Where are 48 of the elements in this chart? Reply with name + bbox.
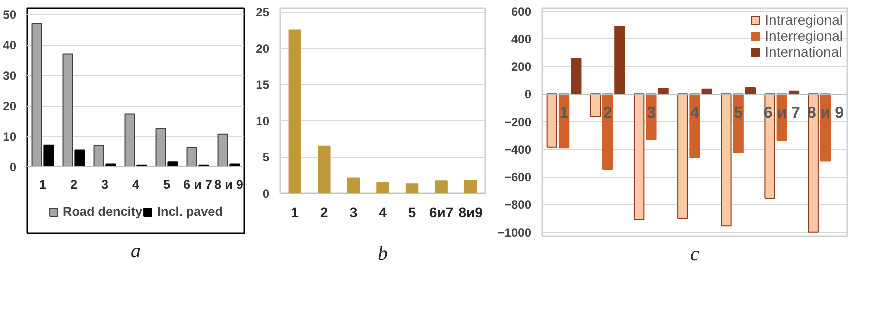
y-tick-label: −200 — [504, 115, 532, 130]
x-tick-label: 4 — [132, 178, 140, 192]
y-tick-label: 0 — [524, 88, 532, 102]
x-tick-label: 1 — [291, 204, 300, 220]
legend-label: Incl. paved — [158, 205, 223, 219]
x-tick-label: 1 — [39, 178, 47, 192]
y-tick-label: 20 — [256, 42, 270, 56]
y-tick-label: 10 — [3, 130, 17, 144]
y-tick-label: 15 — [256, 78, 270, 92]
y-tick-label: 600 — [511, 4, 532, 19]
y-tick-label: 0 — [10, 160, 17, 174]
text: b — [378, 243, 388, 265]
y-tick-label: 10 — [256, 114, 270, 128]
y-tick-label: 20 — [3, 100, 17, 114]
x-tick-label: 4 — [690, 105, 700, 122]
y-tick-label: 50 — [3, 8, 17, 22]
y-tick-label: −1000 — [498, 226, 532, 240]
y-tick-label: 40 — [3, 38, 17, 53]
y-tick-label: 0 — [262, 187, 270, 201]
y-tick-label: 30 — [3, 69, 17, 84]
y-tick-label: 5 — [262, 150, 270, 165]
x-tick-label: 5 — [408, 204, 416, 220]
x-tick-label: 6 и 7 — [184, 178, 212, 192]
y-tick-label: 25 — [256, 6, 270, 20]
x-tick-label: 8и9 — [458, 204, 484, 220]
x-tick-label: 2 — [603, 105, 612, 122]
legend-label: Interregional — [765, 28, 843, 44]
x-tick-label: 8 и 9 — [214, 178, 244, 192]
y-tick-label: −600 — [504, 170, 532, 185]
x-tick-label: 1 — [560, 105, 569, 122]
text: c — [690, 244, 700, 266]
x-tick-label: 3 — [646, 105, 656, 122]
x-tick-label: 5 — [734, 105, 744, 122]
x-tick-label: 2 — [70, 178, 78, 192]
y-tick-label: −400 — [504, 142, 532, 157]
x-tick-label: 3 — [101, 178, 109, 192]
legend-label: Intraregional — [765, 12, 843, 28]
legend-label: International — [765, 44, 842, 60]
y-tick-label: 200 — [511, 60, 532, 74]
x-tick-label: 6и7 — [429, 204, 454, 220]
x-tick-label: 4 — [379, 204, 388, 220]
y-tick-label: 400 — [511, 32, 532, 46]
x-tick-label: 2 — [320, 204, 329, 220]
x-tick-label: 3 — [350, 204, 358, 220]
y-tick-label: −800 — [504, 198, 532, 212]
legend-label: Road dencity — [63, 205, 143, 219]
x-tick-label: 5 — [163, 178, 171, 192]
text: a — [131, 240, 141, 262]
